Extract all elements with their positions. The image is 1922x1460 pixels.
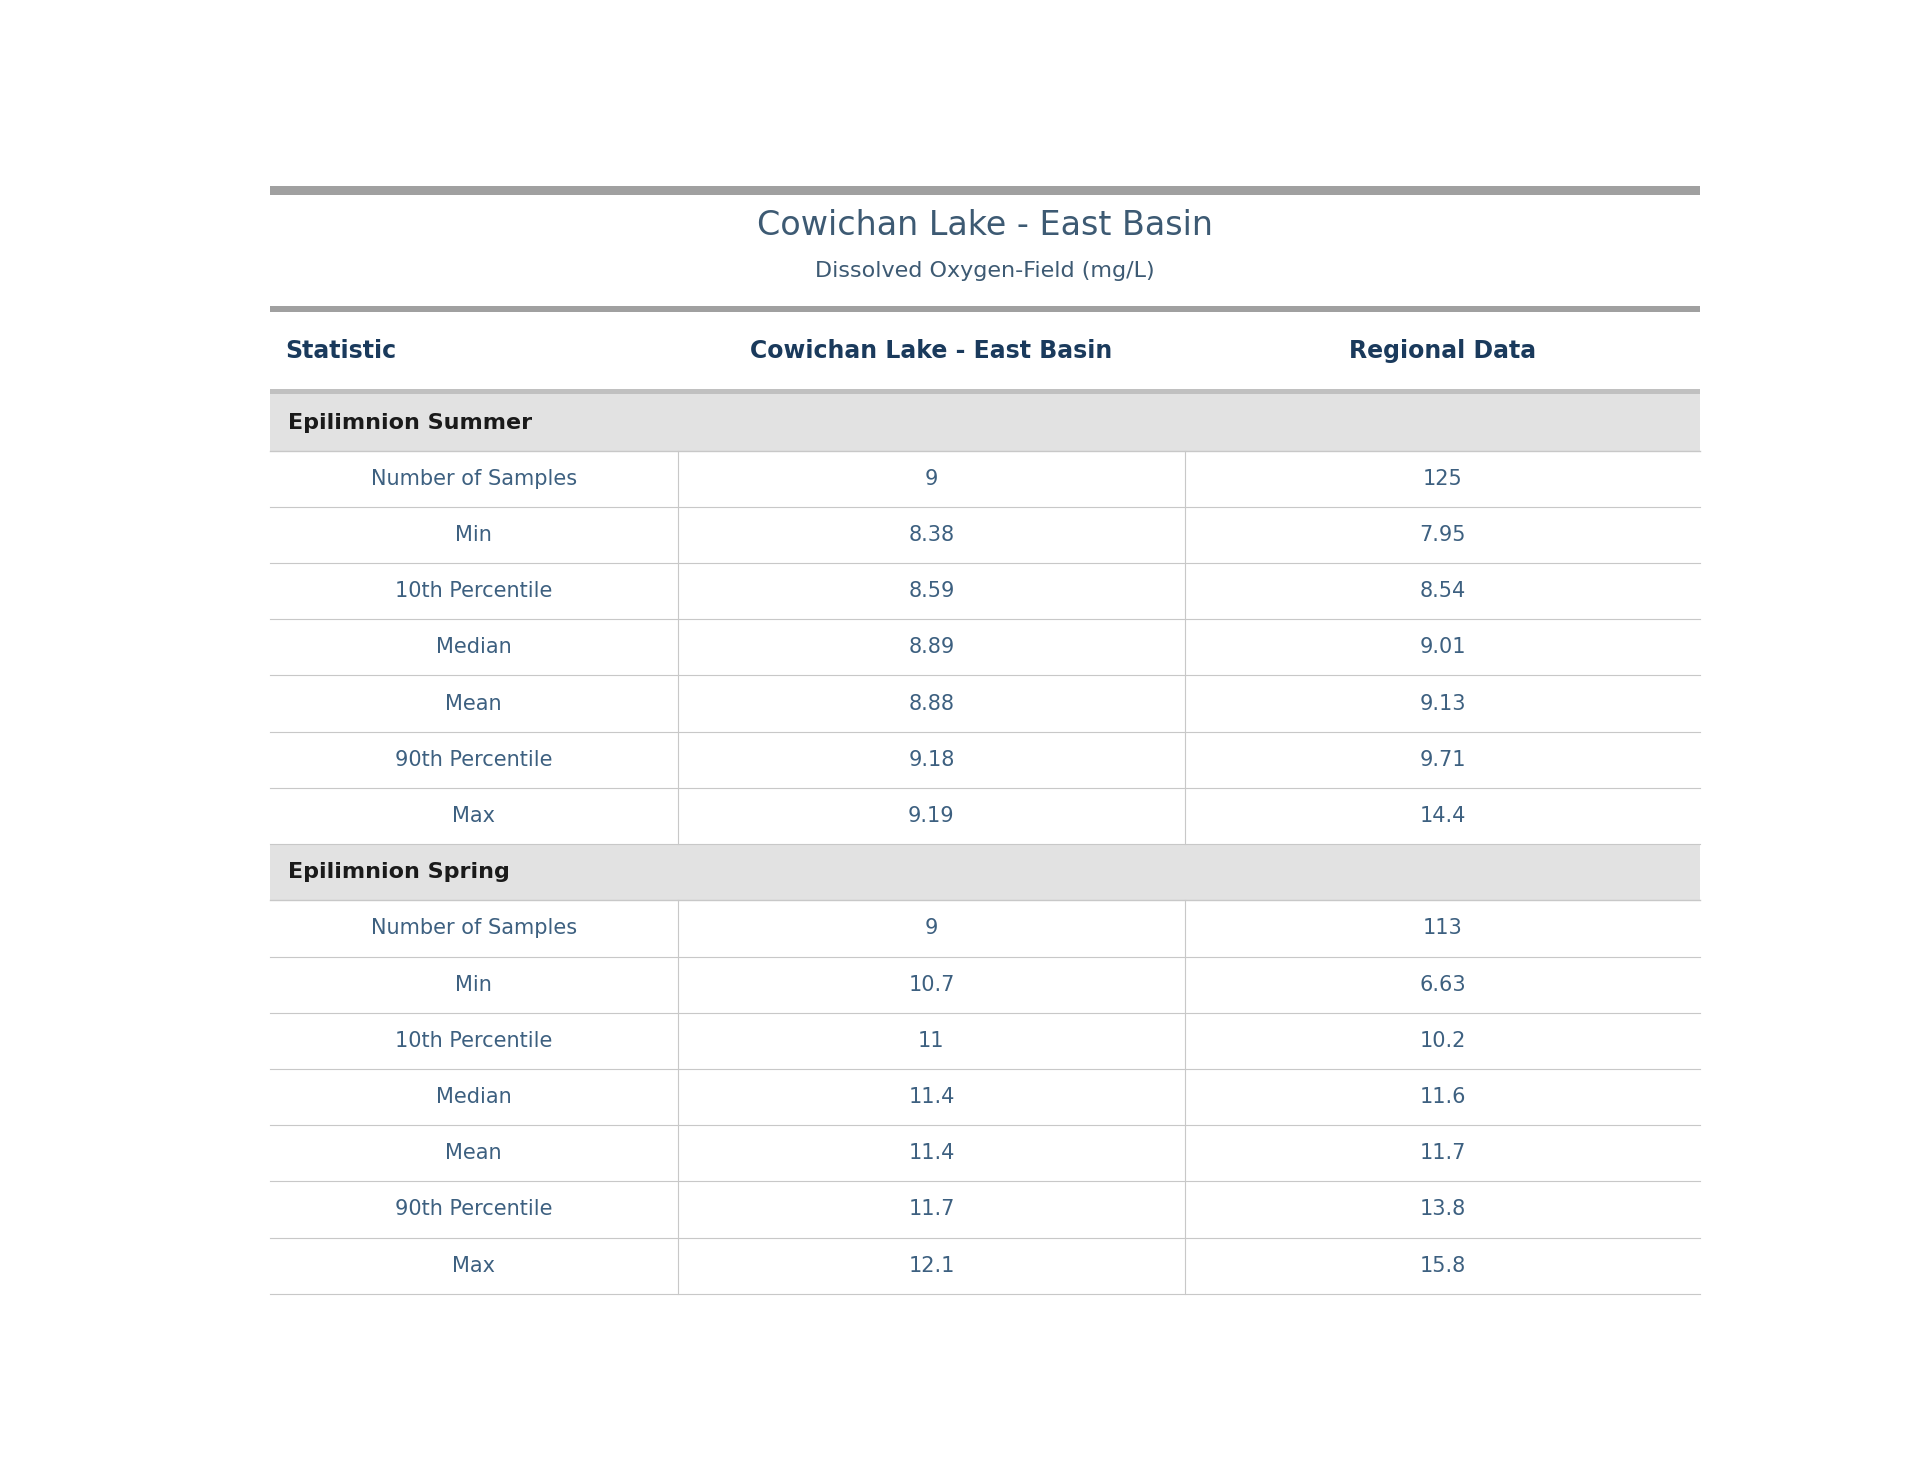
Text: 10th Percentile: 10th Percentile — [396, 581, 552, 602]
Text: 12.1: 12.1 — [909, 1256, 955, 1276]
Text: 8.89: 8.89 — [909, 638, 955, 657]
Text: 11.4: 11.4 — [909, 1088, 955, 1107]
Bar — [269, 676, 1699, 731]
Text: 9: 9 — [924, 918, 938, 939]
Text: 11.7: 11.7 — [909, 1200, 955, 1219]
Bar — [269, 451, 1699, 507]
Text: 6.63: 6.63 — [1418, 975, 1466, 994]
Text: Max: Max — [452, 1256, 496, 1276]
Bar — [269, 619, 1699, 676]
Text: 90th Percentile: 90th Percentile — [396, 750, 552, 769]
Text: 113: 113 — [1422, 918, 1463, 939]
Text: Mean: Mean — [446, 1143, 502, 1164]
Text: Statistic: Statistic — [284, 339, 396, 362]
Bar — [269, 394, 1699, 451]
Text: Cowichan Lake - East Basin: Cowichan Lake - East Basin — [750, 339, 1113, 362]
Text: 8.88: 8.88 — [909, 694, 955, 714]
Text: Median: Median — [436, 638, 511, 657]
Text: Number of Samples: Number of Samples — [371, 469, 577, 489]
Text: Min: Min — [456, 526, 492, 545]
Text: 9.71: 9.71 — [1418, 750, 1466, 769]
Bar — [269, 1069, 1699, 1126]
Text: Cowichan Lake - East Basin: Cowichan Lake - East Basin — [757, 209, 1213, 242]
Text: 8.59: 8.59 — [909, 581, 955, 602]
Bar — [269, 901, 1699, 956]
Bar — [269, 187, 1699, 196]
Text: 11: 11 — [919, 1031, 944, 1051]
Bar — [269, 844, 1699, 901]
Text: Max: Max — [452, 806, 496, 826]
Text: Mean: Mean — [446, 694, 502, 714]
Text: Regional Data: Regional Data — [1349, 339, 1536, 362]
Text: 10.2: 10.2 — [1420, 1031, 1466, 1051]
Bar — [269, 731, 1699, 788]
Text: 9.13: 9.13 — [1418, 694, 1466, 714]
Text: 9.01: 9.01 — [1418, 638, 1466, 657]
Bar — [269, 1013, 1699, 1069]
Text: 11.6: 11.6 — [1418, 1088, 1466, 1107]
Text: 9.18: 9.18 — [909, 750, 955, 769]
Text: Epilimnion Summer: Epilimnion Summer — [288, 413, 532, 432]
Text: Dissolved Oxygen-Field (mg/L): Dissolved Oxygen-Field (mg/L) — [815, 261, 1155, 280]
Text: 14.4: 14.4 — [1420, 806, 1466, 826]
Text: 9: 9 — [924, 469, 938, 489]
Text: 11.7: 11.7 — [1420, 1143, 1466, 1164]
Text: Epilimnion Spring: Epilimnion Spring — [288, 863, 509, 882]
Bar — [269, 1181, 1699, 1238]
Text: 10.7: 10.7 — [909, 975, 955, 994]
Bar — [269, 564, 1699, 619]
Text: 15.8: 15.8 — [1420, 1256, 1466, 1276]
Text: 7.95: 7.95 — [1418, 526, 1466, 545]
Bar — [269, 956, 1699, 1013]
Bar — [269, 388, 1699, 394]
Text: 90th Percentile: 90th Percentile — [396, 1200, 552, 1219]
Text: 11.4: 11.4 — [909, 1143, 955, 1164]
Text: 8.38: 8.38 — [909, 526, 955, 545]
Bar — [269, 1238, 1699, 1294]
Bar — [269, 305, 1699, 312]
Text: Median: Median — [436, 1088, 511, 1107]
Text: Number of Samples: Number of Samples — [371, 918, 577, 939]
Text: Min: Min — [456, 975, 492, 994]
Text: 8.54: 8.54 — [1420, 581, 1466, 602]
Bar — [269, 788, 1699, 844]
Bar — [269, 1126, 1699, 1181]
Text: 125: 125 — [1422, 469, 1463, 489]
Text: 13.8: 13.8 — [1420, 1200, 1466, 1219]
Text: 9.19: 9.19 — [907, 806, 955, 826]
Text: 10th Percentile: 10th Percentile — [396, 1031, 552, 1051]
Bar — [269, 312, 1699, 388]
Bar — [269, 507, 1699, 564]
